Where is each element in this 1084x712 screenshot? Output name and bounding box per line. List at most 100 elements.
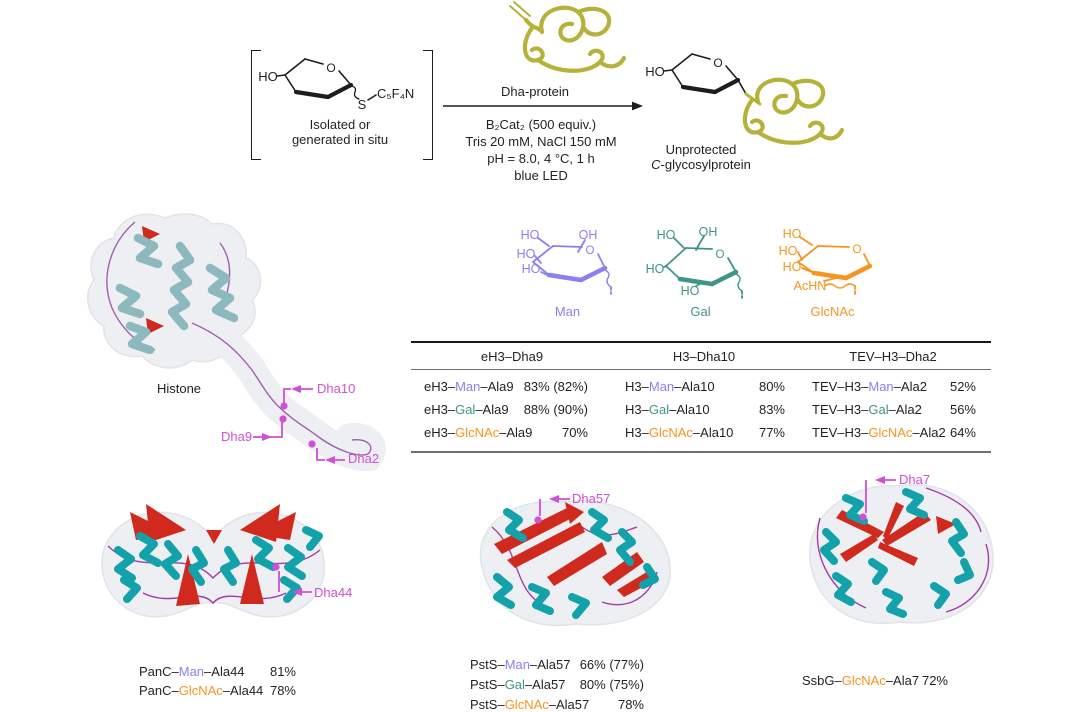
dha2-label: Dha2 xyxy=(348,451,380,466)
histone-structure xyxy=(86,213,386,472)
glcnac-achn-label: AcHN xyxy=(794,279,827,293)
dha2-site-dot xyxy=(308,440,316,448)
table-cell: H3–Man–Ala10 80% xyxy=(625,379,785,394)
histone-label: Histone xyxy=(156,381,202,396)
dha44-arrowhead xyxy=(292,588,302,596)
reactant-sugar-structure: HO O S C₅F₄N xyxy=(258,58,414,112)
product-structure: HO O xyxy=(645,53,845,145)
condition-line-3: pH = 8.0, 4 °C, 1 h xyxy=(487,151,595,166)
man-anomeric-squiggle xyxy=(604,269,612,288)
histone-dha-markers xyxy=(253,385,345,464)
results-table-body: eH3–Man–Ala9 83% (82%) H3–Man–Ala10 80% TE… xyxy=(411,370,991,451)
panc-row-glcnac: PanC–GlcNAc–Ala44 78% xyxy=(139,683,296,698)
protein-coil xyxy=(522,5,627,73)
bracket-right xyxy=(423,50,433,160)
man-ho-top: HO xyxy=(521,228,540,242)
gal-ho-bottom: HO xyxy=(681,284,700,298)
ssbg-structure xyxy=(809,476,994,625)
reactant-ring-oxygen: O xyxy=(326,61,335,75)
dha-alkene-line2 xyxy=(513,1,531,17)
man-ring xyxy=(532,237,612,295)
psts-row-man: PstS–Man–Ala57 66% (77%) xyxy=(470,656,644,672)
dha44-label: Dha44 xyxy=(314,585,353,600)
table-header-tev: TEV–H3–Dha2 xyxy=(849,348,937,364)
reaction-arrow xyxy=(443,101,643,111)
table-cell: eH3–Man–Ala9 83% (82%) xyxy=(424,379,588,394)
panc-caption: PanC–Man–Ala44 81% PanC–GlcNAc–Ala44 78% xyxy=(139,662,296,700)
condition-line-1: B₂Cat₂ (500 equiv.) xyxy=(485,117,597,132)
glcnac-ring xyxy=(797,236,873,295)
psts-row-glcnac: PstS–GlcNAc–Ala57 78% xyxy=(470,696,644,712)
product-protein-coil xyxy=(742,77,845,145)
dha10-site-dot xyxy=(280,402,288,410)
ssbg-dha-marker xyxy=(859,476,896,521)
panc-dha-marker xyxy=(272,563,312,596)
psts-row-gal: PstS–Gal–Ala57 80% (75%) xyxy=(470,676,644,692)
reactant-sulfur-label: S xyxy=(358,97,367,112)
man-ring-oxygen: O xyxy=(586,245,595,257)
arrow-top-label: Dha-protein xyxy=(501,84,569,99)
table-cell: eH3–GlcNAc–Ala9 70% xyxy=(424,425,588,440)
man-sugar-structure: HO OH HO HO O xyxy=(517,228,612,295)
bracket-left xyxy=(251,50,261,160)
glcnac-ring-oxygen: O xyxy=(853,244,862,256)
dha57-label: Dha57 xyxy=(572,491,611,506)
reactant-note: Isolated or generated in situ xyxy=(265,117,415,147)
table-row-man: eH3–Man–Ala9 83% (82%) H3–Man–Ala10 80% TE… xyxy=(411,375,991,398)
gal-ring xyxy=(663,235,743,299)
table-row-glcnac: eH3–GlcNAc–Ala9 70% H3–GlcNAc–Ala10 77% TE… xyxy=(411,421,991,444)
table-cell: TEV–H3–GlcNAc–Ala2 64% xyxy=(812,425,976,440)
table-cell: H3–GlcNAc–Ala10 77% xyxy=(625,425,785,440)
ssbg-row-glcnac: SsbG–GlcNAc–Ala7 72% xyxy=(802,673,948,688)
glcnac-ho-mid: HO xyxy=(779,244,798,258)
panc-sheets xyxy=(130,504,296,606)
man-ho-mid: HO xyxy=(517,247,536,261)
dha9-label: Dha9 xyxy=(221,429,253,444)
psts-helices xyxy=(493,508,659,619)
glcnac-ho-low: HO xyxy=(783,260,802,274)
pyranose-ring xyxy=(276,58,377,101)
glcnac-sugar-structure: HO HO HO AcHN O xyxy=(779,227,873,295)
panc-helices xyxy=(114,526,323,603)
product-caption-line2: C-glycosylprotein xyxy=(626,156,776,173)
gal-oh-top: OH xyxy=(699,225,718,239)
reaction-arrowhead xyxy=(632,101,643,111)
glcnac-anomeric-squiggle xyxy=(824,283,856,289)
reaction-conditions: B₂Cat₂ (500 equiv.) Tris 20 mM, NaCl 150… xyxy=(441,116,641,184)
reactant-leaving-group: C₅F₄N xyxy=(377,86,414,101)
dha9-site-dot xyxy=(279,415,287,423)
psts-caption: PstS–Man–Ala57 66% (77%) PstS–Gal–Ala57 80… xyxy=(470,654,644,712)
dha10-arrowhead xyxy=(291,385,301,393)
histone-helices xyxy=(115,233,239,355)
product-pyranose-ring xyxy=(663,53,747,95)
table-header-h3: H3–Dha10 xyxy=(672,348,736,364)
condition-line-2: Tris 20 mM, NaCl 150 mM xyxy=(465,134,617,149)
gal-ring-oxygen: O xyxy=(716,249,725,261)
ssbg-caption: SsbG–GlcNAc–Ala7 72% xyxy=(802,671,948,690)
ssbg-sheets xyxy=(836,502,956,566)
anomeric-squiggle-bond xyxy=(350,85,360,100)
condition-line-4: blue LED xyxy=(514,168,568,183)
gal-sugar-structure: HO OH HO HO O xyxy=(646,225,743,299)
gal-name-label: Gal xyxy=(690,304,711,319)
product-caption: Unprotected C-glycosylprotein xyxy=(626,142,776,173)
product-ring-oxygen: O xyxy=(713,56,722,70)
table-cell: TEV–H3–Man–Ala2 52% xyxy=(812,379,976,394)
gal-anomeric-squiggle xyxy=(735,273,743,292)
psts-dha-marker xyxy=(534,495,570,524)
c-glycoside-bond xyxy=(737,79,747,95)
dha-alkene-line1 xyxy=(509,5,527,21)
dha7-label: Dha7 xyxy=(899,472,931,487)
product-caption-rest: -glycosylprotein xyxy=(660,156,751,172)
table-row-gal: eH3–Gal–Ala9 88% (90%) H3–Gal–Ala10 83% TE… xyxy=(411,398,991,421)
product-caption-italic-c: C xyxy=(651,156,661,172)
table-cell: eH3–Gal–Ala9 88% (90%) xyxy=(424,402,588,417)
gal-ho-top: HO xyxy=(657,228,676,242)
reactant-note-line2: generated in situ xyxy=(291,131,389,147)
gal-ho-mid: HO xyxy=(646,262,665,276)
panc-structure xyxy=(101,504,325,618)
psts-structure xyxy=(479,495,671,627)
man-ho-low: HO xyxy=(522,262,541,276)
glcnac-ho-top: HO xyxy=(783,227,802,241)
